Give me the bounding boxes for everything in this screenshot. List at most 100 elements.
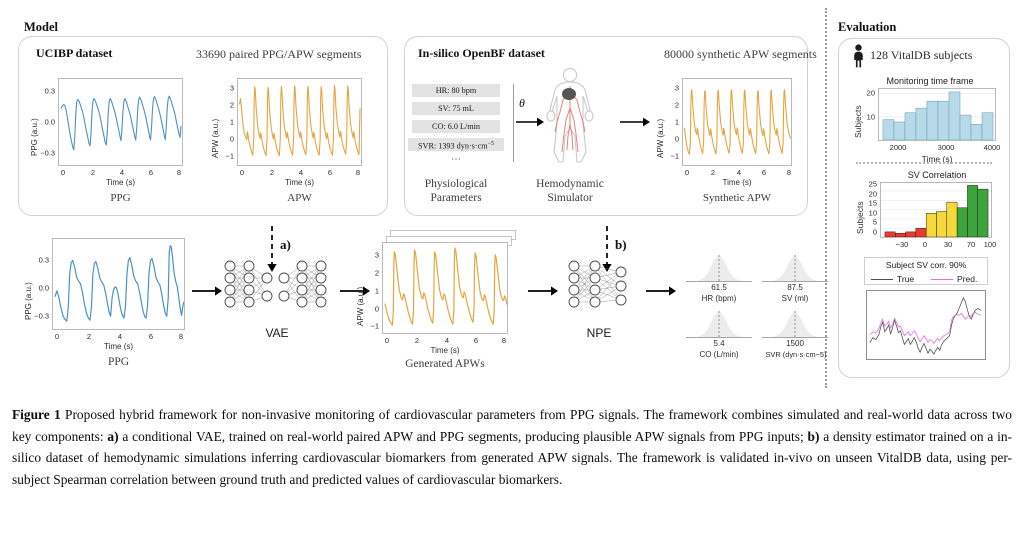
figure-caption-text-1: Proposed hybrid framework for non-invasi… — [12, 407, 1012, 444]
simulator-caption-line2: Simulator — [547, 192, 593, 204]
model-evaluation-divider — [825, 8, 827, 388]
ucibp-apw-ytick-3: 3 — [229, 83, 234, 93]
svr-pill-exponent: −5 — [487, 141, 494, 147]
sv-corr-xtick-n30: −30 — [895, 240, 909, 249]
hr-pill: HR: 80 bpm — [412, 84, 500, 97]
ucibp-apw-plot: 3 2 1 0 −1 0 2 4 6 8 Time (s) APW (a.u.) — [211, 78, 362, 187]
sv-corr-xtick-100: 100 — [983, 240, 997, 249]
generated-apw-plot: 3 2 1 0 −1 0 2 4 6 8 Time (s) APW (a.u.) — [356, 242, 508, 355]
synthetic-apw-xtick-0: 0 — [684, 168, 690, 177]
arrow-simulator-to-synthetic — [620, 116, 650, 128]
hr-posterior-density — [686, 254, 752, 282]
branch-b-label: b) — [615, 237, 627, 252]
ucibp-apw-xtick-0: 0 — [239, 168, 245, 177]
vae-input-ppg-xtick-3: 6 — [148, 332, 154, 341]
sv-corr-ylabel: Subjects — [855, 201, 865, 234]
generated-apw-caption: Generated APWs — [405, 358, 485, 370]
sv-posterior-label: SV (ml) — [781, 294, 809, 303]
ucibp-apw-xtick-3: 6 — [327, 168, 333, 177]
sv-corr-xtick-0: 0 — [922, 240, 928, 249]
vae-input-ppg-xtick-2: 4 — [117, 332, 123, 341]
insilico-segment-count: 80000 synthetic APW segments — [664, 47, 817, 61]
co-posterior-label: CO (L/min) — [699, 350, 739, 359]
synthetic-apw-plot: 3 2 1 0 −1 0 2 4 6 8 Time (s) APW (a.u.) — [656, 78, 792, 187]
synthetic-apw-xtick-4: 8 — [786, 168, 792, 177]
synthetic-apw-ytick-2: 2 — [674, 100, 679, 110]
monitoring-xlabel: Time (s) — [921, 154, 953, 164]
synthetic-apw-ylabel: APW (a.u.) — [656, 118, 665, 158]
vae-input-ppg-xtick-4: 8 — [178, 332, 184, 341]
ucibp-panel-title: UCIBP dataset — [36, 46, 113, 60]
sv-corr-ytick-20: 20 — [868, 189, 877, 199]
ucibp-ppg-xtick-3: 6 — [148, 168, 154, 177]
generated-apw-ytick-1: 1 — [374, 286, 379, 296]
generated-apw-ytick-n1: −1 — [370, 321, 379, 331]
vae-input-ppg-ytick-0: 0.3 — [38, 255, 49, 265]
arrow-ppg-to-vae — [192, 285, 222, 297]
figure-caption-bold-b: b) — [807, 428, 820, 444]
ucibp-ppg-xtick-1: 2 — [90, 168, 96, 177]
monitoring-time-frame-histogram: 20 10 2000 3000 4000 Time (s) Subjects — [853, 88, 1000, 164]
ucibp-apw-ytick-2: 2 — [229, 100, 234, 110]
ucibp-ppg-ytick-0: 0.3 — [44, 86, 55, 96]
vae-label: VAE — [265, 326, 289, 340]
generated-apw-ytick-2: 2 — [374, 268, 379, 278]
arrow-branch-b — [600, 226, 614, 274]
monitoring-ytick-10: 10 — [866, 112, 875, 122]
svr-posterior-density — [762, 310, 828, 338]
sv-corr-ytick-25: 25 — [868, 179, 877, 189]
figure-caption-text-3: a density estimator trained on a in-sili… — [12, 428, 1012, 487]
synthetic-apw-ytick-1: 1 — [674, 117, 679, 127]
vae-input-ppg-xlabel: Time (s) — [103, 342, 134, 351]
npe-label: NPE — [586, 326, 612, 340]
ucibp-apw-xtick-1: 2 — [269, 168, 275, 177]
generated-apw-xlabel: Time (s) — [430, 346, 460, 355]
arrow-vae-to-generated — [340, 285, 370, 297]
generated-apw-xtick-2: 4 — [444, 336, 450, 345]
vae-input-ppg-ytick-1: 0.0 — [38, 283, 49, 293]
vae-input-ppg-xtick-0: 0 — [54, 332, 60, 341]
hr-posterior-label: HR (bpm) — [701, 294, 737, 303]
sv-posterior-value: 87.5 — [787, 283, 803, 292]
sv-corr-xtick-30: 30 — [943, 240, 953, 249]
hr-posterior-value: 61.5 — [711, 283, 727, 292]
ucibp-ppg-ytick-1: 0.0 — [44, 117, 55, 127]
figure-caption-label: Figure 1 — [12, 407, 61, 422]
ucibp-ppg-xlabel: Time (s) — [105, 178, 136, 187]
ucibp-apw-ylabel: APW (a.u.) — [211, 118, 220, 158]
generated-apw-ylabel: APW (a.u.) — [356, 286, 365, 326]
insilico-panel-title: In-silico OpenBF dataset — [418, 46, 545, 60]
ucibp-ppg-xtick-0: 0 — [60, 168, 66, 177]
co-pill: CO: 6.0 L/min — [412, 120, 500, 133]
arrow-branch-a — [265, 226, 279, 274]
sv-correlation-title: SV Correlation — [907, 170, 967, 180]
sv-corr-ytick-5: 5 — [872, 217, 877, 227]
sv-corr-ytick-10: 10 — [868, 208, 877, 218]
params-ellipsis: ⋯ — [451, 154, 461, 165]
svr-pill-text: SVR: 1393 dyn·s·cm — [418, 141, 488, 151]
arrow-params-to-simulator — [516, 116, 544, 128]
figure-caption-text-2: a conditional VAE, trained on real-world… — [118, 428, 808, 444]
sv-corr-ytick-0: 0 — [872, 227, 877, 237]
monitoring-xtick-4000: 4000 — [983, 143, 1001, 152]
generated-apw-xtick-3: 6 — [473, 336, 479, 345]
ucibp-ppg-ytick-2: −0.3 — [40, 148, 55, 158]
ucibp-ppg-ylabel: PPG (a.u.) — [30, 118, 39, 156]
legend-true-line — [871, 279, 893, 281]
figure-caption-bold-a: a) — [107, 428, 119, 444]
hemodynamic-simulator-body-icon — [540, 66, 600, 171]
generated-apw-xtick-1: 2 — [414, 336, 420, 345]
ucibp-apw-xtick-2: 4 — [298, 168, 304, 177]
svr-posterior-value: 1500 — [786, 339, 804, 348]
vae-network-diagram — [222, 258, 332, 325]
generated-apw-ytick-3: 3 — [374, 250, 379, 260]
vae-input-ppg-xtick-1: 2 — [86, 332, 92, 341]
generated-apw-xtick-0: 0 — [384, 336, 390, 345]
svr-posterior-label: SVR (dyn·s·cm−5) — [765, 350, 827, 359]
sv-corr-xtick-70: 70 — [966, 240, 976, 249]
ucibp-apw-xtick-4: 8 — [355, 168, 361, 177]
ucibp-apw-caption: APW — [287, 192, 312, 204]
generated-apw-xtick-4: 8 — [501, 336, 507, 345]
subject-trace-title: Subject SV corr. 90% — [885, 260, 967, 270]
sv-correlation-histogram: 25 20 15 10 5 0 −30 0 30 70 100 Subjects — [855, 180, 996, 250]
